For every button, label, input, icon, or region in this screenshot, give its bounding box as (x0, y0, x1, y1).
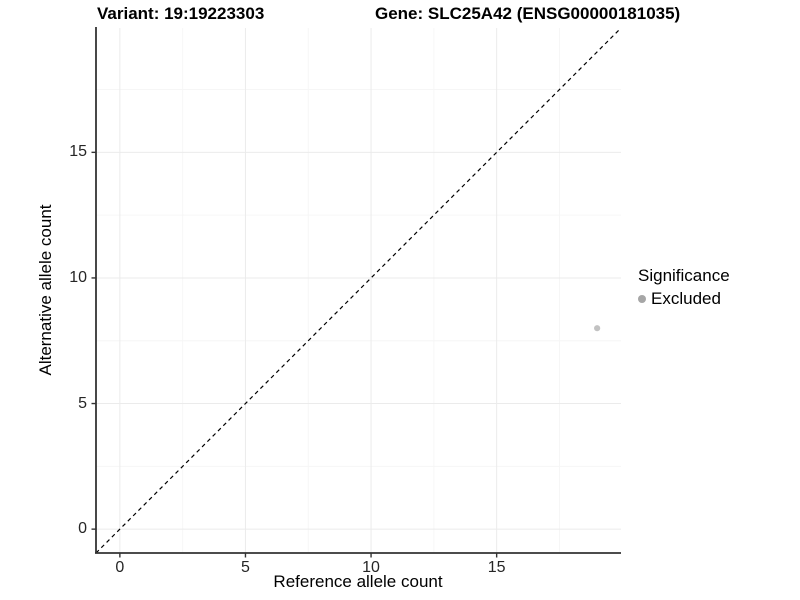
x-axis-title: Reference allele count (273, 572, 443, 591)
y-tick-label: 0 (78, 520, 87, 538)
legend-item-label: Excluded (651, 289, 721, 308)
legend: Significance Excluded (638, 266, 730, 309)
legend-key-circle-icon (638, 295, 646, 303)
y-tick-label: 5 (78, 394, 87, 412)
identity-dashed-line (95, 27, 622, 554)
legend-title: Significance (638, 266, 730, 285)
variant-title: Variant: 19:19223303 (97, 4, 265, 23)
legend-item-excluded: Excluded (638, 289, 730, 309)
x-tick-label: 0 (115, 559, 125, 576)
x-tick-label: 10 (362, 559, 380, 576)
gene-title: Gene: SLC25A42 (ENSG00000181035) (375, 4, 681, 23)
data-point (594, 325, 601, 332)
y-axis-title: Alternative allele count (36, 204, 55, 376)
y-tick-label: 15 (69, 143, 87, 161)
x-tick-label: 15 (487, 559, 506, 576)
x-tick-label: 5 (241, 559, 250, 576)
y-tick-label: 10 (69, 268, 87, 286)
